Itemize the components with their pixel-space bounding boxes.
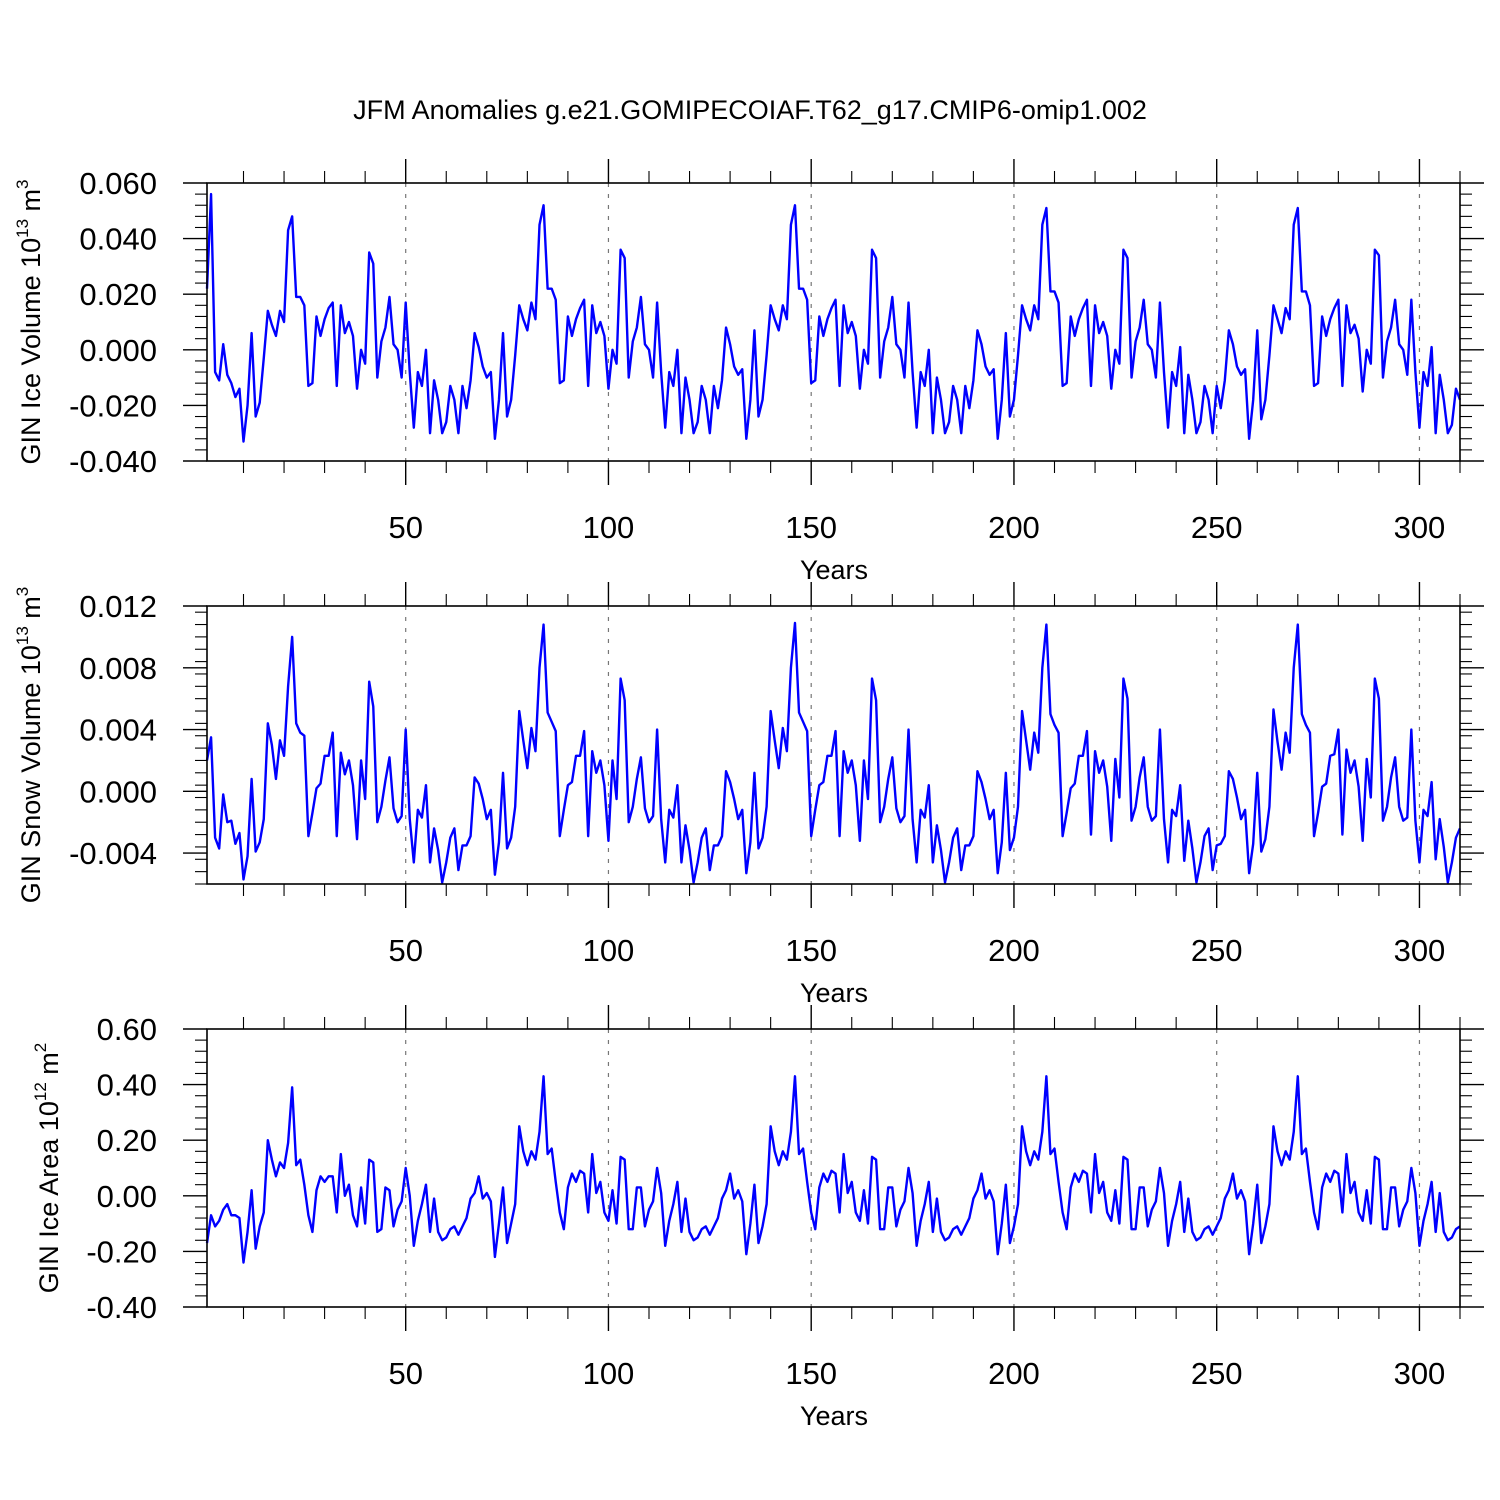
snow-volume-x-axis-title: Years	[800, 978, 868, 1008]
snow-volume-plot-frame	[206, 605, 1461, 885]
ice-area-x-tick-label: 200	[988, 1356, 1040, 1391]
snow-volume-y-tick-label: -0.004	[69, 836, 157, 871]
ice-area-x-tick-label: 50	[388, 1356, 422, 1391]
snow-volume-x-tick-label: 300	[1394, 933, 1446, 968]
snow-volume-x-tick-label: 100	[583, 933, 635, 968]
ice-volume-x-tick-label: 300	[1394, 510, 1446, 545]
ice-area-x-tick-label: 100	[583, 1356, 635, 1391]
ice-volume-y-tick-label: -0.040	[69, 444, 157, 479]
snow-volume-x-tick-label: 50	[388, 933, 422, 968]
ice-volume-x-tick-label: 150	[785, 510, 837, 545]
snow-volume-y-tick-label: 0.008	[79, 651, 157, 686]
ice-area-y-tick-label: 0.20	[97, 1123, 157, 1158]
ice-volume-y-tick-label: 0.020	[79, 277, 157, 312]
snow-volume-y-axis-title: GIN Snow Volume 1013 m3	[13, 587, 46, 904]
ice-area-y-tick-label: 0.00	[97, 1179, 157, 1214]
ice-area-x-tick-label: 150	[785, 1356, 837, 1391]
snow-volume-y-tick-label: 0.000	[79, 774, 157, 809]
ice-volume-plot-frame	[206, 182, 1461, 462]
snow-volume-x-tick-label: 250	[1191, 933, 1243, 968]
ice-volume-ticks: 50 100 150 200 250 300 -0.040 -0.020 0.000 0.020 0…	[69, 159, 1484, 545]
snow-volume-y-tick-label: 0.012	[79, 589, 157, 624]
ice-area-plot-frame	[206, 1028, 1461, 1308]
panel-ice-area: 50 100 150 200 250 300 -0.40 -0.20 0.00 0.20 0.40 0…	[31, 1005, 1484, 1431]
ice-area-x-tick-label: 250	[1191, 1356, 1243, 1391]
ice-volume-line	[205, 192, 1462, 443]
ice-volume-x-tick-label: 100	[583, 510, 635, 545]
ice-area-line	[205, 1075, 1461, 1264]
snow-volume-ticks: 50 100 150 200 250 300 -0.004 0.000 0.004 0.008 0.…	[69, 582, 1484, 968]
ice-area-y-axis-title: GIN Ice Area 1012 m2	[31, 1043, 64, 1294]
ice-area-x-tick-label: 300	[1394, 1356, 1446, 1391]
ice-volume-y-tick-label: 0.040	[79, 222, 157, 257]
snow-volume-y-tick-label: 0.004	[79, 713, 157, 748]
snow-volume-line	[205, 621, 1462, 884]
panel-ice-volume: 50 100 150 200 250 300 -0.040 -0.020 0.000 0.020 0…	[13, 159, 1484, 585]
ice-volume-y-tick-label: -0.020	[69, 388, 157, 423]
ice-area-y-tick-label: 0.60	[97, 1012, 157, 1047]
ice-volume-x-tick-label: 250	[1191, 510, 1243, 545]
ice-volume-y-tick-label: 0.060	[79, 166, 157, 201]
ice-volume-y-tick-label: 0.000	[79, 333, 157, 368]
snow-volume-x-tick-label: 150	[785, 933, 837, 968]
ice-area-y-tick-label: -0.40	[86, 1290, 157, 1325]
panel-snow-volume: 50 100 150 200 250 300 -0.004 0.000 0.004 0.008 0.…	[13, 582, 1484, 1008]
ice-area-y-tick-label: 0.40	[97, 1068, 157, 1103]
ice-volume-x-tick-label: 50	[388, 510, 422, 545]
figure-title: JFM Anomalies g.e21.GOMIPECOIAF.T62_g17.…	[353, 95, 1147, 125]
ice-area-grid	[405, 1029, 1421, 1307]
ice-volume-y-axis-title: GIN Ice Volume 1013 m3	[13, 179, 46, 464]
ice-area-x-axis-title: Years	[800, 1401, 868, 1431]
ice-area-y-tick-label: -0.20	[86, 1234, 157, 1269]
ice-volume-x-tick-label: 200	[988, 510, 1040, 545]
snow-volume-grid	[405, 606, 1421, 884]
ice-area-ticks: 50 100 150 200 250 300 -0.40 -0.20 0.00 0.20 0.40 0…	[86, 1005, 1484, 1391]
snow-volume-x-tick-label: 200	[988, 933, 1040, 968]
ice-volume-x-axis-title: Years	[800, 555, 868, 585]
